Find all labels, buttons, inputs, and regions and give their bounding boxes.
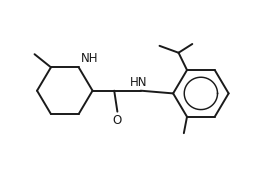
Text: O: O [113,114,122,127]
Text: NH: NH [81,53,98,65]
Text: HN: HN [129,76,147,89]
